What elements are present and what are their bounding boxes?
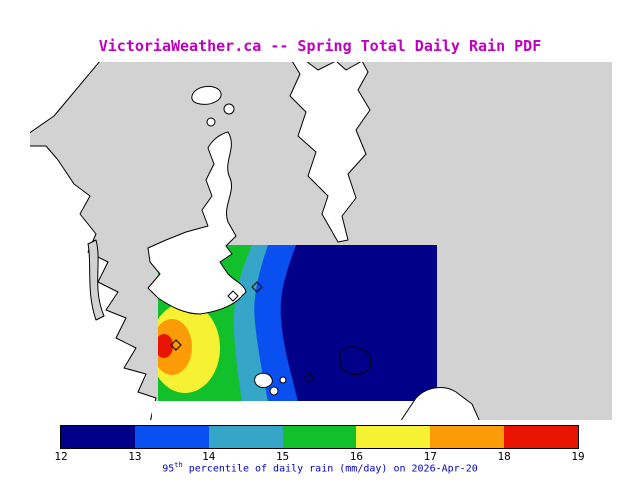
land-south-strip bbox=[152, 401, 438, 420]
colorbar-tick-label: 16 bbox=[349, 450, 364, 463]
colorbar-segment bbox=[282, 426, 357, 448]
colorbar-segment bbox=[356, 426, 431, 448]
colorbar-tick-label: 19 bbox=[571, 450, 585, 463]
island-south bbox=[254, 372, 273, 388]
island-north bbox=[223, 103, 235, 115]
colorbar-tick-label: 12 bbox=[54, 450, 68, 463]
colorbar-tick-label: 18 bbox=[497, 450, 511, 463]
island-coast-outline bbox=[339, 346, 372, 376]
land-central bbox=[147, 131, 247, 315]
colorbar-segment bbox=[134, 426, 209, 448]
island-north bbox=[206, 117, 216, 127]
island-north bbox=[191, 85, 222, 105]
contour-band-18-19 bbox=[158, 334, 173, 358]
island-south bbox=[269, 386, 279, 396]
land-northwest bbox=[30, 62, 100, 134]
colorbar-segment bbox=[208, 426, 283, 448]
colorbar-tick-label: 13 bbox=[128, 450, 142, 463]
colorbar-tick-label: 14 bbox=[202, 450, 216, 463]
colorbar-tick-label: 17 bbox=[423, 450, 437, 463]
contour-band-17-18 bbox=[158, 319, 192, 375]
caption-prefix: 95 bbox=[162, 463, 175, 475]
colorbar-segment bbox=[430, 426, 505, 448]
station-markers bbox=[170, 281, 263, 351]
colorbar-segment bbox=[504, 426, 579, 448]
coastline-land bbox=[30, 62, 480, 420]
colorbar-segment bbox=[61, 426, 135, 448]
figure-title: VictoriaWeather.ca -- Spring Total Daily… bbox=[98, 37, 542, 55]
station-marker bbox=[170, 339, 182, 351]
island-south bbox=[279, 376, 287, 384]
land-east bbox=[289, 62, 371, 243]
caption-suffix: percentile of daily rain (mm/day) on 202… bbox=[182, 463, 478, 475]
colorbar-tick-label: 15 bbox=[275, 450, 290, 463]
colorbar-ticks: 12 13 14 15 16 17 18 19 bbox=[54, 450, 584, 463]
station-marker bbox=[227, 290, 239, 302]
island-coast-outline bbox=[304, 373, 314, 383]
caption-superscript: th bbox=[174, 461, 183, 469]
station-marker bbox=[251, 281, 263, 293]
inlet bbox=[87, 239, 105, 321]
land-southeast bbox=[400, 386, 480, 420]
caption: 95th percentile of daily rain (mm/day) o… bbox=[0, 461, 640, 474]
colorbar bbox=[60, 425, 579, 449]
